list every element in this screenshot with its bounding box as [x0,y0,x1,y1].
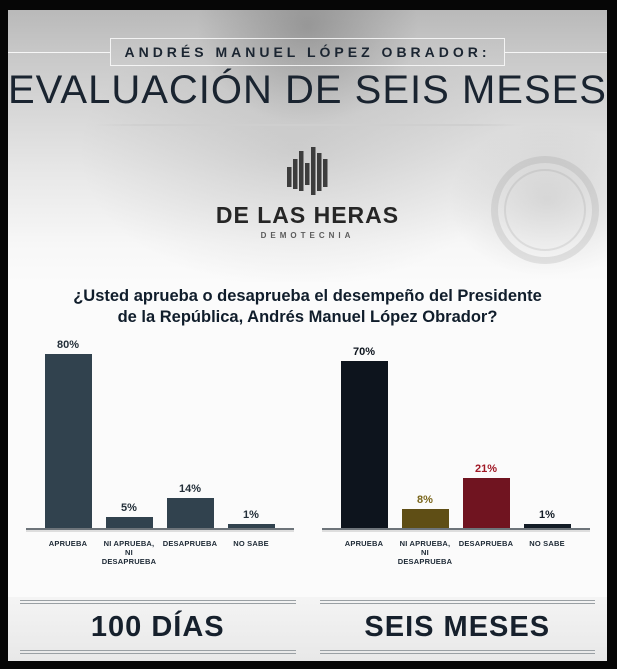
footer-band: 100 DÍAS SEIS MESES [8,597,607,661]
category-label: NI APRUEBA, NI DESAPRUEBA [397,539,453,566]
page-title: EVALUACIÓN DE SEIS MESES [8,68,607,112]
page: ANDRÉS MANUEL LÓPEZ OBRADOR: EVALUACIÓN … [8,10,607,661]
chart-bar [44,354,92,528]
plot-area: 70% 8% 21% 1% [322,346,590,528]
bar-group: 14% [166,482,214,528]
logo-name: DE LAS HERAS [215,202,400,228]
category-label: APRUEBA [48,539,88,548]
kicker-rule-right [504,51,607,53]
bar-value-label: 1% [539,508,555,521]
x-axis-line [25,528,294,532]
chart-bar [401,508,449,528]
chart-bar [166,497,214,528]
bar-group: 21% [462,462,510,528]
category-label: APRUEBA [344,539,384,548]
chart-seis-meses: 70% 8% 21% 1% APRUEBA NI APRUEBA, NI DESAPRU… [321,346,590,566]
bar-value-label: 70% [352,345,376,358]
bars-monogram-icon [286,147,327,195]
category-labels-row: APRUEBA NI APRUEBA, NI DESAPRUEBA DESAPRUE… [322,539,590,566]
logo-subtitle: DEMOTECNIA [260,231,355,240]
footer-segment-seis-meses: SEIS MESES [319,600,595,654]
x-axis-line [321,528,590,532]
category-label: DESAPRUEBA [458,539,514,548]
bar-group: 1% [523,508,571,528]
bar-group: 80% [44,339,92,528]
header-kicker-row: ANDRÉS MANUEL LÓPEZ OBRADOR: [8,38,607,66]
category-label: DESAPRUEBA [162,539,218,548]
chart-title-seis-meses: SEIS MESES [364,610,551,643]
chart-title-100-dias: 100 DÍAS [90,610,225,643]
bar-value-label: 8% [417,493,433,506]
bar-group: 5% [105,502,153,528]
category-label: NO SABE [529,539,565,548]
category-labels-row: APRUEBA NI APRUEBA, NI DESAPRUEBA DESAPRUE… [26,539,294,566]
charts-row: 80% 5% 14% 1% APRUEBA NI APRUEBA, NI DESAPRU… [8,339,607,566]
de-las-heras-logo: DE LAS HERAS DEMOTECNIA [8,146,607,240]
bar-value-label: 80% [56,339,80,352]
chart-bar [462,477,510,528]
category-label: NO SABE [233,539,269,548]
plot-area: 80% 5% 14% 1% [26,339,294,528]
poll-question: ¿Usted aprueba o desaprueba el desempeño… [73,287,542,326]
bar-group: 8% [401,493,449,528]
bar-group: 1% [227,508,275,528]
chart-bar [105,517,153,528]
title-underline [93,124,522,126]
bar-value-label: 5% [121,502,137,515]
chart-bar [227,523,275,528]
category-label: NI APRUEBA, NI DESAPRUEBA [101,539,157,566]
footer-segment-100-dias: 100 DÍAS [20,600,296,654]
kicker-rule-left [8,51,111,53]
presidential-seal-watermark [491,156,599,264]
bar-group: 70% [340,345,388,528]
bar-value-label: 21% [474,462,498,475]
header-kicker: ANDRÉS MANUEL LÓPEZ OBRADOR: [110,38,505,66]
chart-100-dias: 80% 5% 14% 1% APRUEBA NI APRUEBA, NI DESAPRU… [25,339,294,566]
bar-value-label: 1% [243,508,259,521]
chart-bar [340,360,388,528]
chart-bar [523,523,571,528]
bar-value-label: 14% [178,482,202,495]
